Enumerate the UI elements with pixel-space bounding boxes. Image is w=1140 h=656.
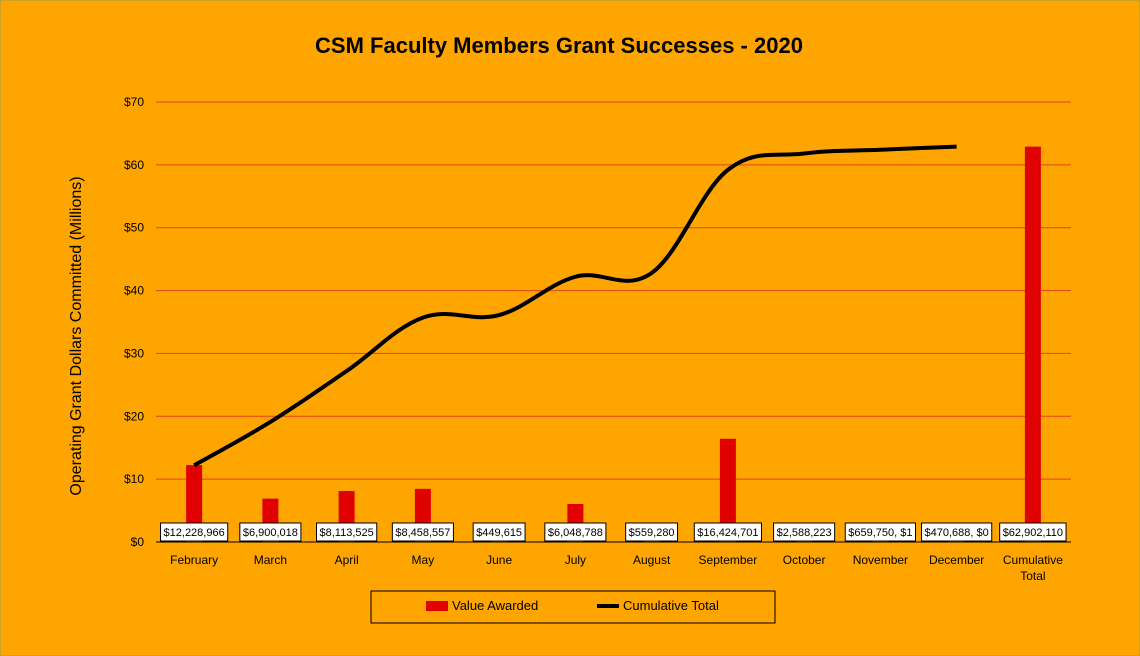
legend: Value Awarded Cumulative Total <box>370 590 776 624</box>
data-label-text: $16,424,701 <box>697 527 758 539</box>
y-tick-label: $20 <box>124 409 144 423</box>
y-tick-label: $60 <box>124 158 144 172</box>
y-tick-label: $70 <box>124 95 144 109</box>
x-tick-label: May <box>412 553 435 567</box>
legend-box <box>370 590 776 624</box>
data-label-text: $559,280 <box>629 527 675 539</box>
y-axis-label: Operating Grant Dollars Committed (Milli… <box>68 176 85 495</box>
y-tick-label: $0 <box>131 535 145 549</box>
bar <box>1024 146 1041 543</box>
data-label: $6,048,788 <box>544 522 607 542</box>
data-label: $8,113,525 <box>316 522 378 542</box>
x-tick-label: December <box>929 553 984 567</box>
data-label-box <box>316 522 378 542</box>
data-label-text: $659,750, $1 <box>848 527 912 539</box>
data-label-text: $8,458,557 <box>395 527 450 539</box>
data-label: $16,424,701 <box>693 522 762 542</box>
x-tick-label: Cumulative <box>1003 553 1063 567</box>
data-label: $12,228,966 <box>160 522 229 542</box>
data-label-box <box>625 522 679 542</box>
data-label-box <box>391 522 454 542</box>
data-label-text: $6,048,788 <box>548 527 603 539</box>
x-axis-ticks: February March April May June July August Septe… <box>170 553 1063 583</box>
bar <box>719 438 736 542</box>
legend-label-cumulative-total: Cumulative Total <box>623 598 719 613</box>
data-label-text: $12,228,966 <box>164 527 225 539</box>
data-label: $8,458,557 <box>391 522 454 542</box>
data-label-box <box>773 522 836 542</box>
data-label: $559,280 <box>625 522 679 542</box>
x-tick-label: March <box>254 553 287 567</box>
data-label: $6,900,018 <box>239 522 302 542</box>
gridlines <box>156 101 1071 543</box>
data-label-text: $8,113,525 <box>320 527 374 539</box>
y-tick-label: $50 <box>124 221 144 235</box>
data-label-text: $449,615 <box>476 527 522 539</box>
data-label-text: $2,588,223 <box>777 527 832 539</box>
data-label-box <box>544 522 607 542</box>
data-label: $470,688, $0 <box>921 522 993 542</box>
data-label: $659,750, $1 <box>844 522 916 542</box>
y-tick-label: $30 <box>124 346 144 360</box>
data-label: $2,588,223 <box>773 522 836 542</box>
data-label-box <box>921 522 993 542</box>
x-tick-label: Total <box>1020 569 1045 583</box>
y-axis-ticks: $0 $10 $20 $30 $40 $50 $60 $70 <box>124 95 144 549</box>
legend-label-value-awarded: Value Awarded <box>452 598 538 613</box>
x-tick-label: July <box>565 553 586 567</box>
x-tick-label: October <box>783 553 826 567</box>
data-label-box <box>472 522 526 542</box>
data-label-text: $470,688, $0 <box>925 527 989 539</box>
y-tick-label: $40 <box>124 284 144 298</box>
x-tick-label: November <box>853 553 908 567</box>
x-tick-label: April <box>335 553 359 567</box>
data-label-box <box>693 522 762 542</box>
data-label-box <box>999 522 1067 542</box>
data-label-box <box>239 522 302 542</box>
data-label-box <box>844 522 916 542</box>
data-label: $449,615 <box>472 522 526 542</box>
cumulative-total-line <box>193 144 957 468</box>
data-label: $62,902,110 <box>999 522 1067 542</box>
y-tick-label: $10 <box>124 472 144 486</box>
x-tick-label: September <box>699 553 758 567</box>
x-tick-label: August <box>633 553 671 567</box>
data-label-box <box>160 522 229 542</box>
x-tick-label: June <box>486 553 512 567</box>
data-label-text: $62,902,110 <box>1003 527 1063 539</box>
data-labels: $12,228,966 $6,900,018 $8,113,525 $8,458,55… <box>160 522 1067 542</box>
bar-series-value-awarded <box>186 146 1041 543</box>
x-tick-label: February <box>170 553 218 567</box>
line-series-cumulative-total <box>193 144 957 468</box>
data-label-text: $6,900,018 <box>243 527 298 539</box>
legend-swatch-value-awarded <box>426 601 448 611</box>
chart-title: CSM Faculty Members Grant Successes - 20… <box>315 33 803 58</box>
